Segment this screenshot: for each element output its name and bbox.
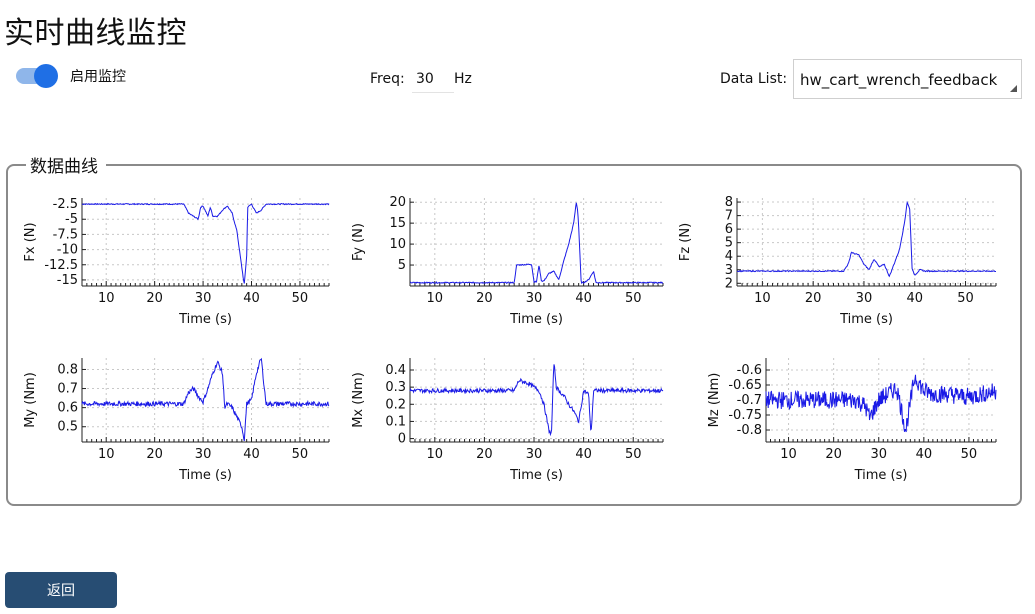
- toggle-knob[interactable]: [34, 64, 58, 88]
- toggle-track[interactable]: [16, 64, 58, 88]
- dropdown-arrow-icon: [1010, 85, 1017, 92]
- monitor-toggle[interactable]: 启用监控: [16, 64, 126, 88]
- data-curves-group: 数据曲线: [6, 152, 1022, 506]
- data-list-label: Data List:: [720, 71, 788, 87]
- data-list-select[interactable]: hw_cart_wrench_feedback: [793, 59, 1022, 99]
- freq-label: Freq:: [370, 71, 405, 87]
- freq-unit: Hz: [454, 71, 472, 87]
- back-button[interactable]: 返回: [5, 572, 117, 608]
- group-title: 数据曲线: [26, 152, 106, 177]
- page-title: 实时曲线监控: [4, 16, 187, 51]
- freq-input[interactable]: [412, 66, 454, 93]
- monitor-toggle-label: 启用监控: [70, 69, 126, 85]
- data-list-selected: hw_cart_wrench_feedback: [800, 71, 998, 89]
